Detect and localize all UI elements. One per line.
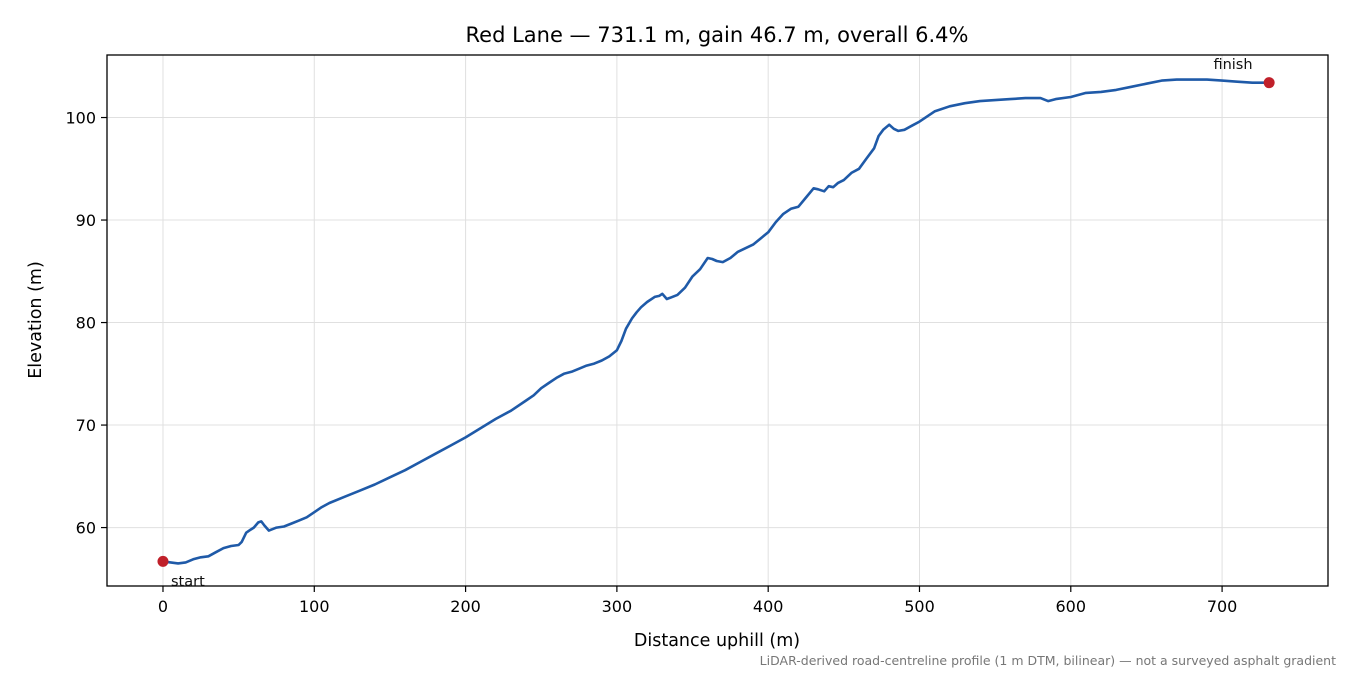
start-annotation: start bbox=[171, 574, 205, 590]
finish-marker bbox=[1263, 77, 1275, 89]
x-tick-label: 100 bbox=[299, 597, 330, 616]
elevation-line bbox=[161, 78, 1271, 565]
finish-annotation: finish bbox=[1213, 57, 1252, 73]
chart-title: Red Lane — 731.1 m, gain 46.7 m, overall… bbox=[466, 23, 969, 47]
x-tick-label: 500 bbox=[904, 597, 935, 616]
series-layer bbox=[157, 77, 1275, 567]
x-tick-label: 200 bbox=[450, 597, 481, 616]
y-axis-label: Elevation (m) bbox=[26, 261, 46, 379]
x-tick-label: 600 bbox=[1056, 597, 1087, 616]
y-tick-label: 90 bbox=[76, 211, 96, 230]
x-axis-label: Distance uphill (m) bbox=[634, 631, 800, 651]
y-tick-label: 80 bbox=[76, 314, 96, 333]
y-tick-label: 70 bbox=[76, 416, 96, 435]
x-tick-label: 300 bbox=[602, 597, 633, 616]
gridlines bbox=[107, 55, 1328, 586]
plot-frame bbox=[106, 54, 1329, 587]
axis-ticks: 0 100 200 300 400 500 600 700 60 70 80 90 100 bbox=[65, 109, 1237, 616]
start-marker bbox=[157, 555, 169, 567]
x-tick-label: 400 bbox=[753, 597, 784, 616]
y-tick-label: 100 bbox=[65, 109, 96, 128]
footnote: LiDAR-derived road-centreline profile (1… bbox=[760, 653, 1336, 668]
y-tick-label: 60 bbox=[76, 519, 96, 538]
x-tick-label: 0 bbox=[158, 597, 168, 616]
x-tick-label: 700 bbox=[1207, 597, 1238, 616]
